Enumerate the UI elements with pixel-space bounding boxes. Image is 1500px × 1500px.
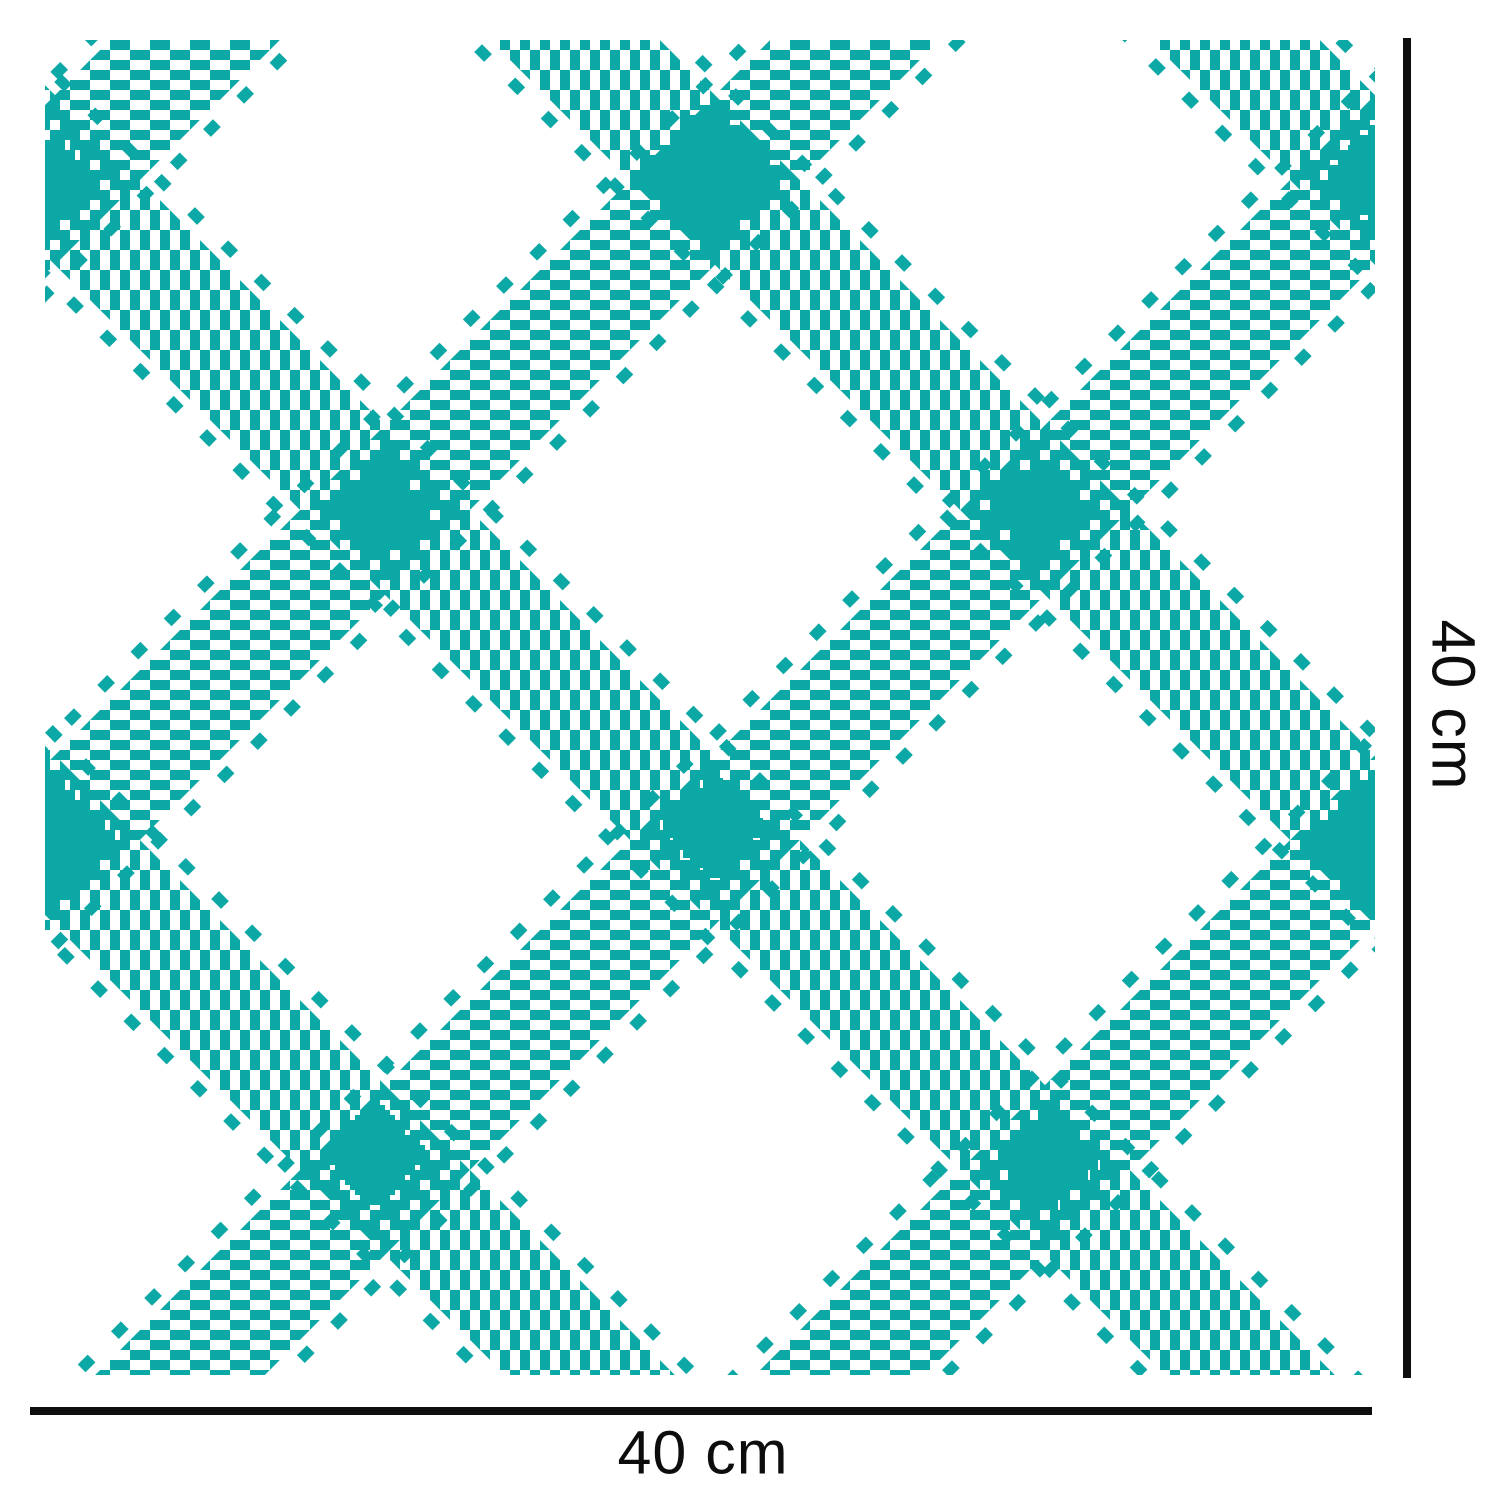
- lattice-node-diamond: [1308, 770, 1375, 910]
- height-dimension-line: [1403, 38, 1411, 1378]
- lattice-node-diamond: [330, 460, 430, 560]
- lattice-node-diamond: [640, 105, 780, 245]
- band-dash-line: [45, 717, 703, 1375]
- band-dash-line: [462, 40, 1375, 953]
- lattice-node-diamond: [990, 460, 1090, 560]
- width-dimension-label: 40 cm: [617, 1418, 789, 1487]
- lattice-node-diamond: [663, 778, 763, 878]
- lattice-node-diamond: [45, 140, 95, 220]
- lattice-node-diamond: [998, 1110, 1098, 1210]
- lattice-node-diamond: [45, 770, 115, 910]
- diagonal-band-down: [45, 745, 675, 1375]
- lattice-node-diamond: [325, 1105, 425, 1205]
- diagonal-band-up: [45, 40, 940, 935]
- width-dimension-line: [30, 1407, 1372, 1415]
- lattice-node-diamond: [1328, 125, 1375, 225]
- height-dimension-label: 40 cm: [1419, 619, 1488, 791]
- diagonal-band-up: [45, 40, 280, 275]
